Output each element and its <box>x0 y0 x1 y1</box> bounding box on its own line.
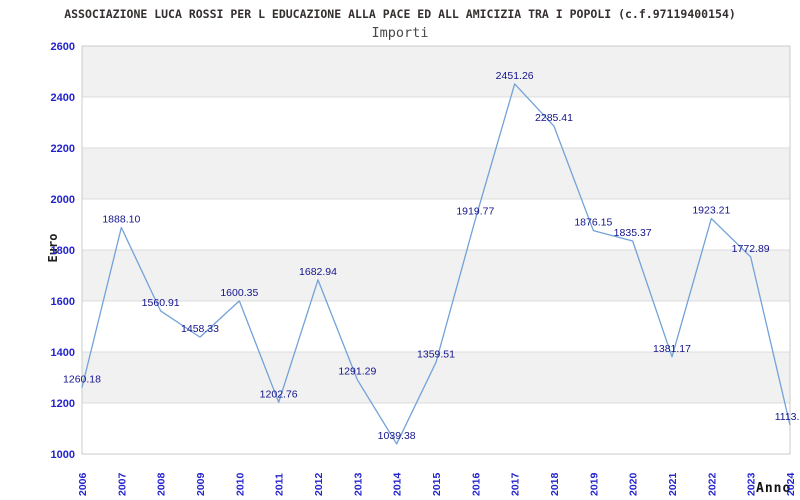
data-point-label: 1923.21 <box>692 205 730 217</box>
y-tick-label: 1800 <box>51 245 75 257</box>
data-point-label: 1458.33 <box>181 323 219 335</box>
data-point-label: 1260.18 <box>63 374 101 386</box>
y-tick-label: 2400 <box>51 92 75 104</box>
grid-band <box>82 199 790 250</box>
y-tick-label: 1200 <box>51 398 75 410</box>
grid-band <box>82 403 790 454</box>
data-point-label: 1560.91 <box>142 297 180 309</box>
x-axis-label-anno: Anno <box>756 481 792 496</box>
x-tick-label: 2010 <box>234 472 246 496</box>
x-tick-label: 2016 <box>470 472 482 496</box>
data-point-label: 1202.76 <box>260 388 298 400</box>
x-tick-label: 2012 <box>313 472 325 496</box>
data-point-label: 1682.94 <box>299 266 337 278</box>
data-point-label: 1600.35 <box>220 287 258 299</box>
data-point-label: 1888.10 <box>102 214 140 226</box>
grid-band <box>82 148 790 199</box>
x-tick-label: 2014 <box>392 472 404 496</box>
y-tick-label: 1400 <box>51 347 75 359</box>
x-tick-label: 2007 <box>116 472 128 496</box>
x-tick-label: 2023 <box>746 472 758 496</box>
x-tick-label: 2024 <box>785 472 797 496</box>
data-point-label: 2451.26 <box>496 70 534 82</box>
plot-border <box>81 45 791 455</box>
x-tick-label: 2017 <box>510 472 522 496</box>
x-tick-label: 2015 <box>431 472 443 496</box>
chart-title: ASSOCIAZIONE LUCA ROSSI PER L EDUCAZIONE… <box>64 7 736 21</box>
x-tick-label: 2011 <box>274 473 286 496</box>
x-tick-label: 2021 <box>667 472 679 496</box>
x-tick-label: 2009 <box>195 472 207 496</box>
x-tick-label: 2020 <box>628 472 640 496</box>
y-tick-label: 2600 <box>51 41 75 53</box>
y-tick-label: 1600 <box>51 296 75 308</box>
x-tick-label: 2008 <box>156 472 168 496</box>
x-tick-label: 2018 <box>549 472 561 496</box>
grid-band <box>82 46 790 97</box>
data-point-label: 1039.38 <box>378 430 416 442</box>
chart-subtitle: Importi <box>371 25 429 41</box>
grid-band <box>82 250 790 301</box>
data-line <box>81 83 791 445</box>
data-point-label: 1772.89 <box>732 243 770 255</box>
x-tick-label: 2006 <box>77 472 89 496</box>
y-tick-label: 2000 <box>51 194 75 206</box>
data-point-label: 1359.51 <box>417 348 455 360</box>
x-tick-label: 2022 <box>706 472 718 496</box>
y-tick-label: 2200 <box>51 143 75 155</box>
x-tick-label: 2013 <box>352 472 364 496</box>
data-point-label: 2285.41 <box>535 112 573 124</box>
data-point-label: 1291.29 <box>338 366 376 378</box>
x-tick-label: 2019 <box>588 472 600 496</box>
data-point-label: 1113.2 <box>775 411 800 423</box>
grid-band <box>82 97 790 148</box>
data-point-label: 1876.15 <box>574 217 612 229</box>
data-point-label: 1835.37 <box>614 227 652 239</box>
grid-band <box>82 301 790 352</box>
data-point-label: 1381.17 <box>653 343 691 355</box>
data-point-label: 1919.77 <box>456 205 494 217</box>
y-tick-label: 1000 <box>51 449 75 461</box>
